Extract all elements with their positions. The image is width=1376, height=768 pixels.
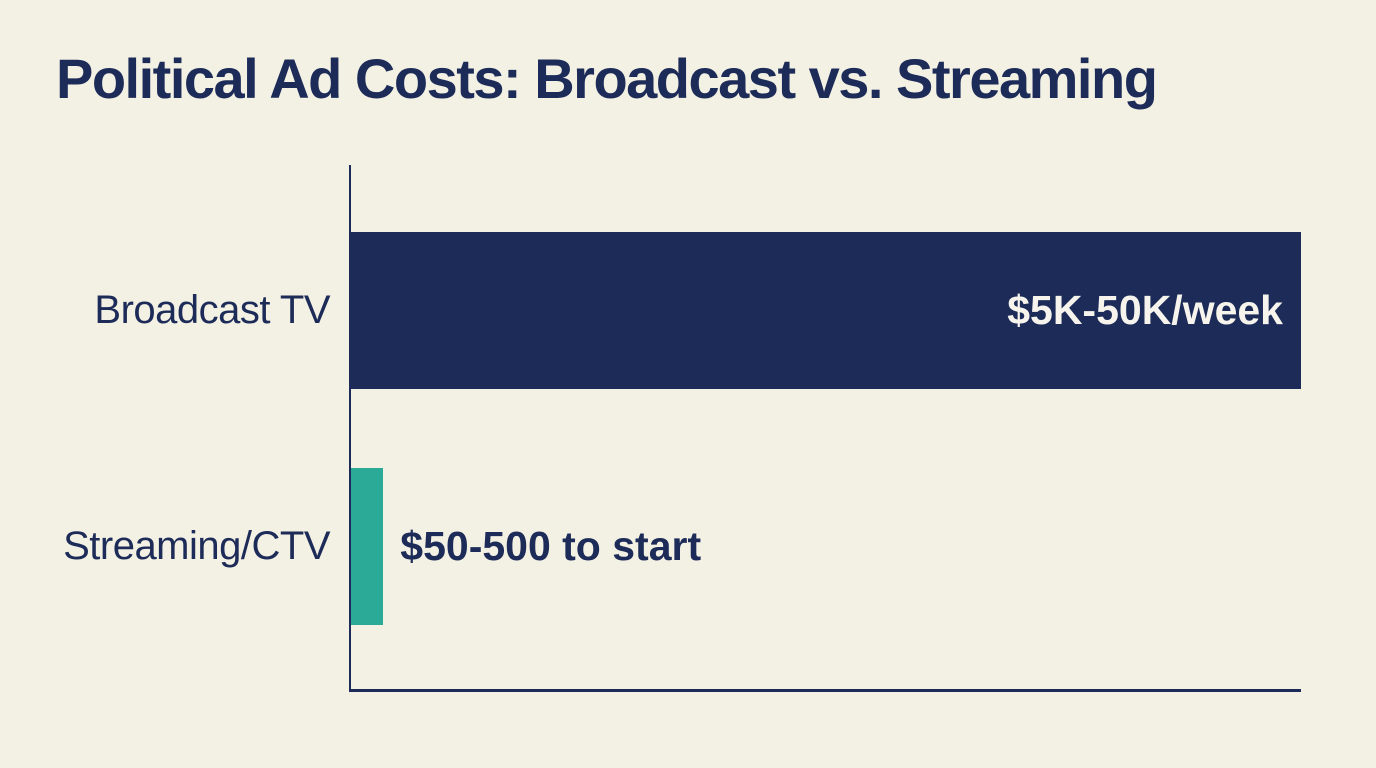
value-label-broadcast-tv: $5K-50K/week <box>1007 287 1283 333</box>
bar-row-broadcast-tv: $5K-50K/week <box>351 232 1301 389</box>
bar-row-streaming-ctv: $50-500 to start <box>351 468 1301 625</box>
category-label-broadcast-tv: Broadcast TV <box>94 288 330 332</box>
plot-area: $5K-50K/week $50-500 to start <box>349 165 1301 692</box>
category-label-streaming-ctv: Streaming/CTV <box>63 524 330 568</box>
bar-streaming-ctv <box>351 468 384 625</box>
chart-title: Political Ad Costs: Broadcast vs. Stream… <box>56 47 1158 110</box>
bar-broadcast-tv: $5K-50K/week <box>351 232 1301 389</box>
value-label-streaming-ctv: $50-500 to start <box>400 523 702 569</box>
